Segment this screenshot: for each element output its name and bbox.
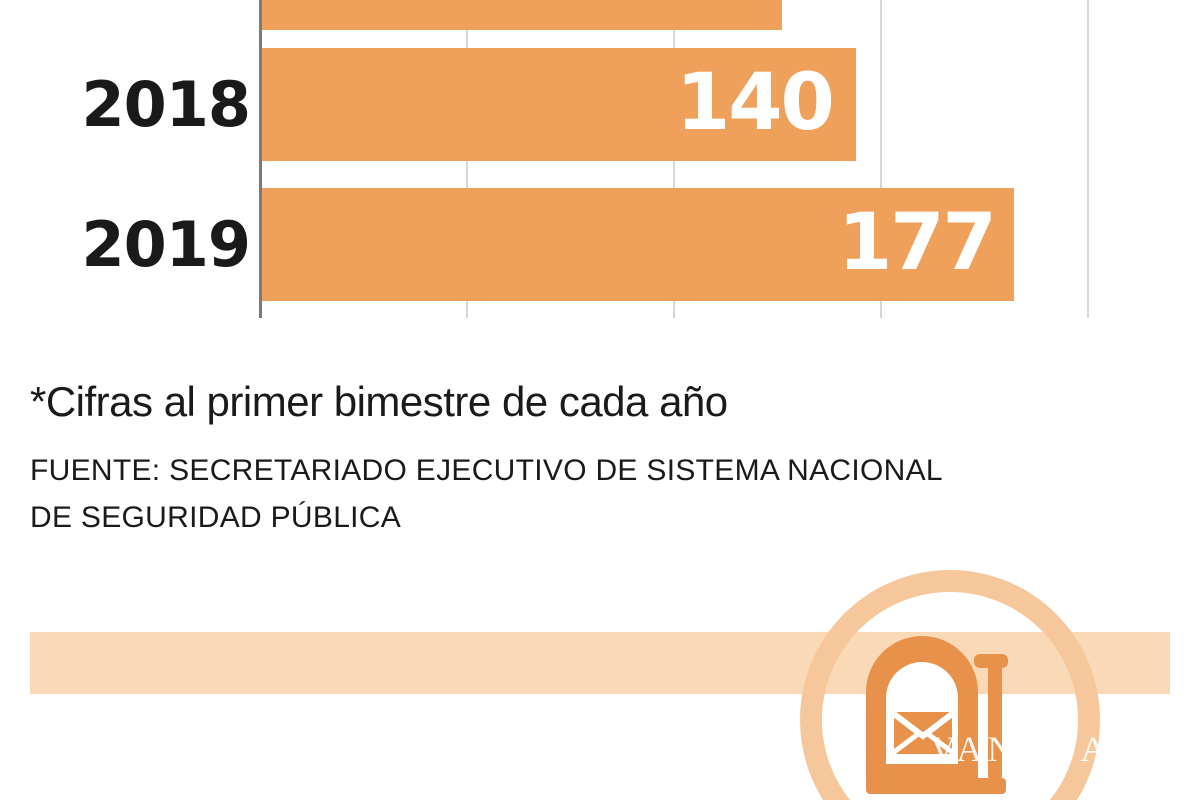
mailbox-icon	[856, 632, 1056, 800]
source-line-1: FUENTE: SECRETARIADO EJECUTIVO DE SISTEM…	[30, 454, 943, 488]
bar-row-2019: 2019 177	[0, 188, 1200, 301]
bar-row-2017	[0, 0, 1200, 30]
bar-2018	[262, 48, 856, 161]
bar-2017	[262, 0, 782, 30]
bar-chart: 2018 140 2019 177	[0, 0, 1200, 330]
bar-label-2018: 2018	[81, 68, 251, 141]
bar-value-2019: 177	[838, 198, 997, 288]
asterisk-note: *Cifras al primer bimestre de cada año	[30, 378, 728, 425]
bar-value-2018: 140	[676, 58, 835, 148]
chart-notes: *Cifras al primer bimestre de cada año F…	[30, 378, 1130, 541]
bar-2019	[262, 188, 1014, 301]
source-line-2: DE SEGURIDAD PÚBLICA	[30, 500, 402, 534]
y-axis-line	[259, 0, 262, 318]
watermark-text: VANGUARDIA	[930, 729, 1200, 769]
gridline-200	[1087, 0, 1089, 318]
bar-row-2018: 2018 140	[0, 48, 1200, 161]
gridline-150	[880, 0, 882, 318]
bar-label-2019: 2019	[81, 208, 251, 281]
brand-logo: VANGUARDIA	[800, 570, 1200, 800]
